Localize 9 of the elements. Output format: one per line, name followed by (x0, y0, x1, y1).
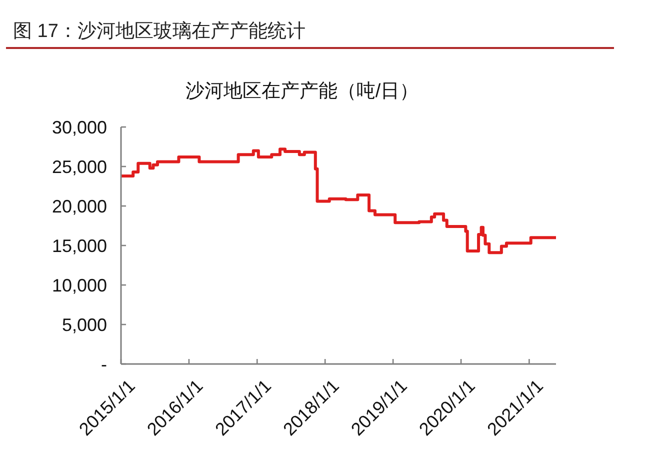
y-tick-label: 10,000 (52, 275, 107, 296)
chart-subtitle: 沙河地区在产产能（吨/日） (185, 81, 419, 102)
y-tick-label: 20,000 (52, 196, 107, 216)
y-tick-label: 15,000 (52, 236, 107, 256)
y-tick-label: 30,000 (52, 117, 107, 138)
chart-title: 图 17：沙河地区玻璃在产产能统计 (13, 20, 306, 44)
y-tick-label: 25,000 (52, 156, 107, 177)
y-tick-label: 5,000 (62, 314, 107, 335)
y-tick-label: - (101, 354, 107, 374)
